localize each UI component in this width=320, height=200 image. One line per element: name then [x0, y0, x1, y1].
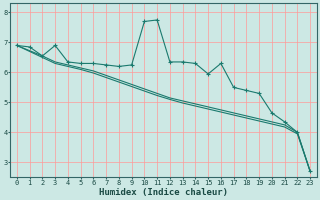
- X-axis label: Humidex (Indice chaleur): Humidex (Indice chaleur): [99, 188, 228, 197]
